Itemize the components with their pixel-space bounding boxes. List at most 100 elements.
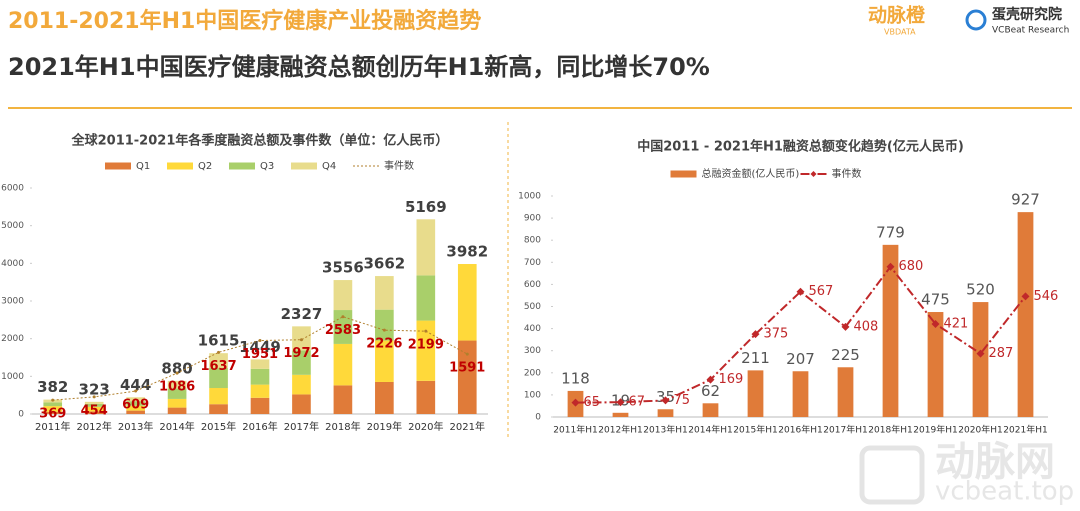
value-label: 375 [764, 327, 789, 342]
logo: 动脉橙 [868, 4, 926, 27]
y-tick-label: 300 [524, 346, 541, 356]
bar [84, 401, 104, 404]
bar [167, 407, 187, 414]
bar [126, 405, 145, 411]
bar [375, 309, 394, 341]
bar [333, 310, 353, 344]
legend-marker [810, 171, 817, 177]
value-label: 65 [584, 395, 601, 410]
x-tick-label: 2018年H1 [868, 424, 912, 436]
marker [258, 339, 262, 343]
bar [167, 380, 187, 389]
x-tick-label: 2018年 [325, 420, 360, 433]
x-tick-label: 2013年 [118, 420, 153, 433]
legend-swatch [670, 170, 697, 178]
legend-label: 总融资金额(亿人民币) [702, 167, 800, 180]
marker [1021, 292, 1030, 301]
value-label: 369 [39, 407, 66, 422]
value-label: 211 [741, 349, 770, 367]
value-label: 169 [719, 372, 744, 387]
marker [217, 350, 221, 354]
bar [416, 275, 436, 321]
bar [209, 368, 228, 389]
bar [84, 406, 104, 412]
bar [84, 411, 104, 414]
value-label: 546 [1034, 289, 1059, 304]
value-label: 609 [122, 398, 149, 413]
y-tick-label: 900 [524, 214, 541, 224]
y-tick-label: 6000 [1, 184, 24, 194]
y-tick-label: 0 [18, 410, 24, 420]
bar [292, 374, 311, 395]
value-label: 1086 [159, 380, 195, 395]
x-tick-label: 2014年 [159, 420, 194, 433]
value-label: 118 [561, 369, 590, 387]
bar [167, 388, 187, 399]
total-label: 3982 [446, 243, 488, 261]
bar [657, 409, 674, 417]
value-label: 2226 [366, 337, 402, 352]
line [575, 265, 1027, 404]
value-label: 454 [81, 403, 108, 418]
marker [382, 328, 386, 332]
bar [375, 340, 394, 382]
x-tick-label: 2017年H1 [823, 424, 867, 436]
bar [612, 412, 629, 417]
y-tick-label: 1000 [518, 192, 541, 202]
logo-sub: VCBeat Research [992, 26, 1069, 36]
value-label: 927 [1011, 191, 1040, 209]
marker [341, 315, 345, 319]
y-tick-label: 400 [524, 324, 541, 334]
bar [333, 280, 353, 311]
marker [976, 349, 985, 358]
x-tick-label: 2021年H1 [1003, 424, 1047, 436]
legend-swatch [229, 162, 255, 170]
y-tick-label: 700 [524, 258, 541, 268]
legend-label: 事件数 [384, 159, 414, 172]
x-tick-label: 2017年 [284, 420, 319, 433]
bar [747, 370, 764, 417]
x-tick-label: 2014年H1 [688, 424, 732, 436]
value-label: 207 [786, 350, 815, 368]
y-tick-label: 200 [524, 368, 541, 378]
marker [616, 398, 625, 407]
y-tick-label: 500 [524, 302, 541, 312]
marker [424, 329, 428, 333]
x-tick-label: 2013年H1 [643, 424, 687, 436]
x-tick-label: 2012年H1 [598, 424, 642, 436]
x-tick-label: 2012年 [76, 420, 111, 433]
bar [209, 353, 228, 369]
logo: 蛋壳研究院 [992, 6, 1062, 23]
bar [43, 402, 63, 407]
slide-subtitle: 2021年H1中国医疗健康融资总额创历年H1新高，同比增长70% [8, 53, 710, 81]
legend-label: Q2 [198, 161, 212, 172]
slide-title: 2011-2021年H1中国医疗健康产业投融资趋势 [8, 8, 481, 34]
y-tick-label: 4000 [1, 259, 24, 269]
x-tick-label: 2021年 [450, 420, 485, 433]
bar [927, 312, 944, 417]
value-label: 1591 [449, 361, 485, 376]
value-label: 62 [701, 382, 720, 400]
marker [661, 396, 670, 405]
line [52, 316, 468, 401]
x-tick-label: 2020年 [408, 420, 443, 433]
total-label: 444 [120, 376, 151, 394]
bar [457, 340, 477, 414]
value-label: 225 [831, 346, 860, 364]
bar [250, 384, 270, 398]
bar [43, 406, 63, 412]
bar [375, 381, 394, 414]
value-label: 408 [854, 319, 879, 334]
value-label: 421 [944, 316, 969, 331]
marker [706, 375, 715, 384]
total-label: 382 [37, 378, 68, 396]
x-tick-label: 2015年H1 [733, 424, 777, 436]
bar [250, 368, 270, 385]
marker [134, 389, 138, 393]
total-label: 1615 [198, 332, 240, 350]
marker [465, 352, 469, 356]
y-tick-label: 1000 [1, 372, 24, 382]
legend-label: Q3 [260, 161, 274, 172]
bar [167, 398, 187, 408]
x-tick-label: 2015年 [201, 420, 236, 433]
